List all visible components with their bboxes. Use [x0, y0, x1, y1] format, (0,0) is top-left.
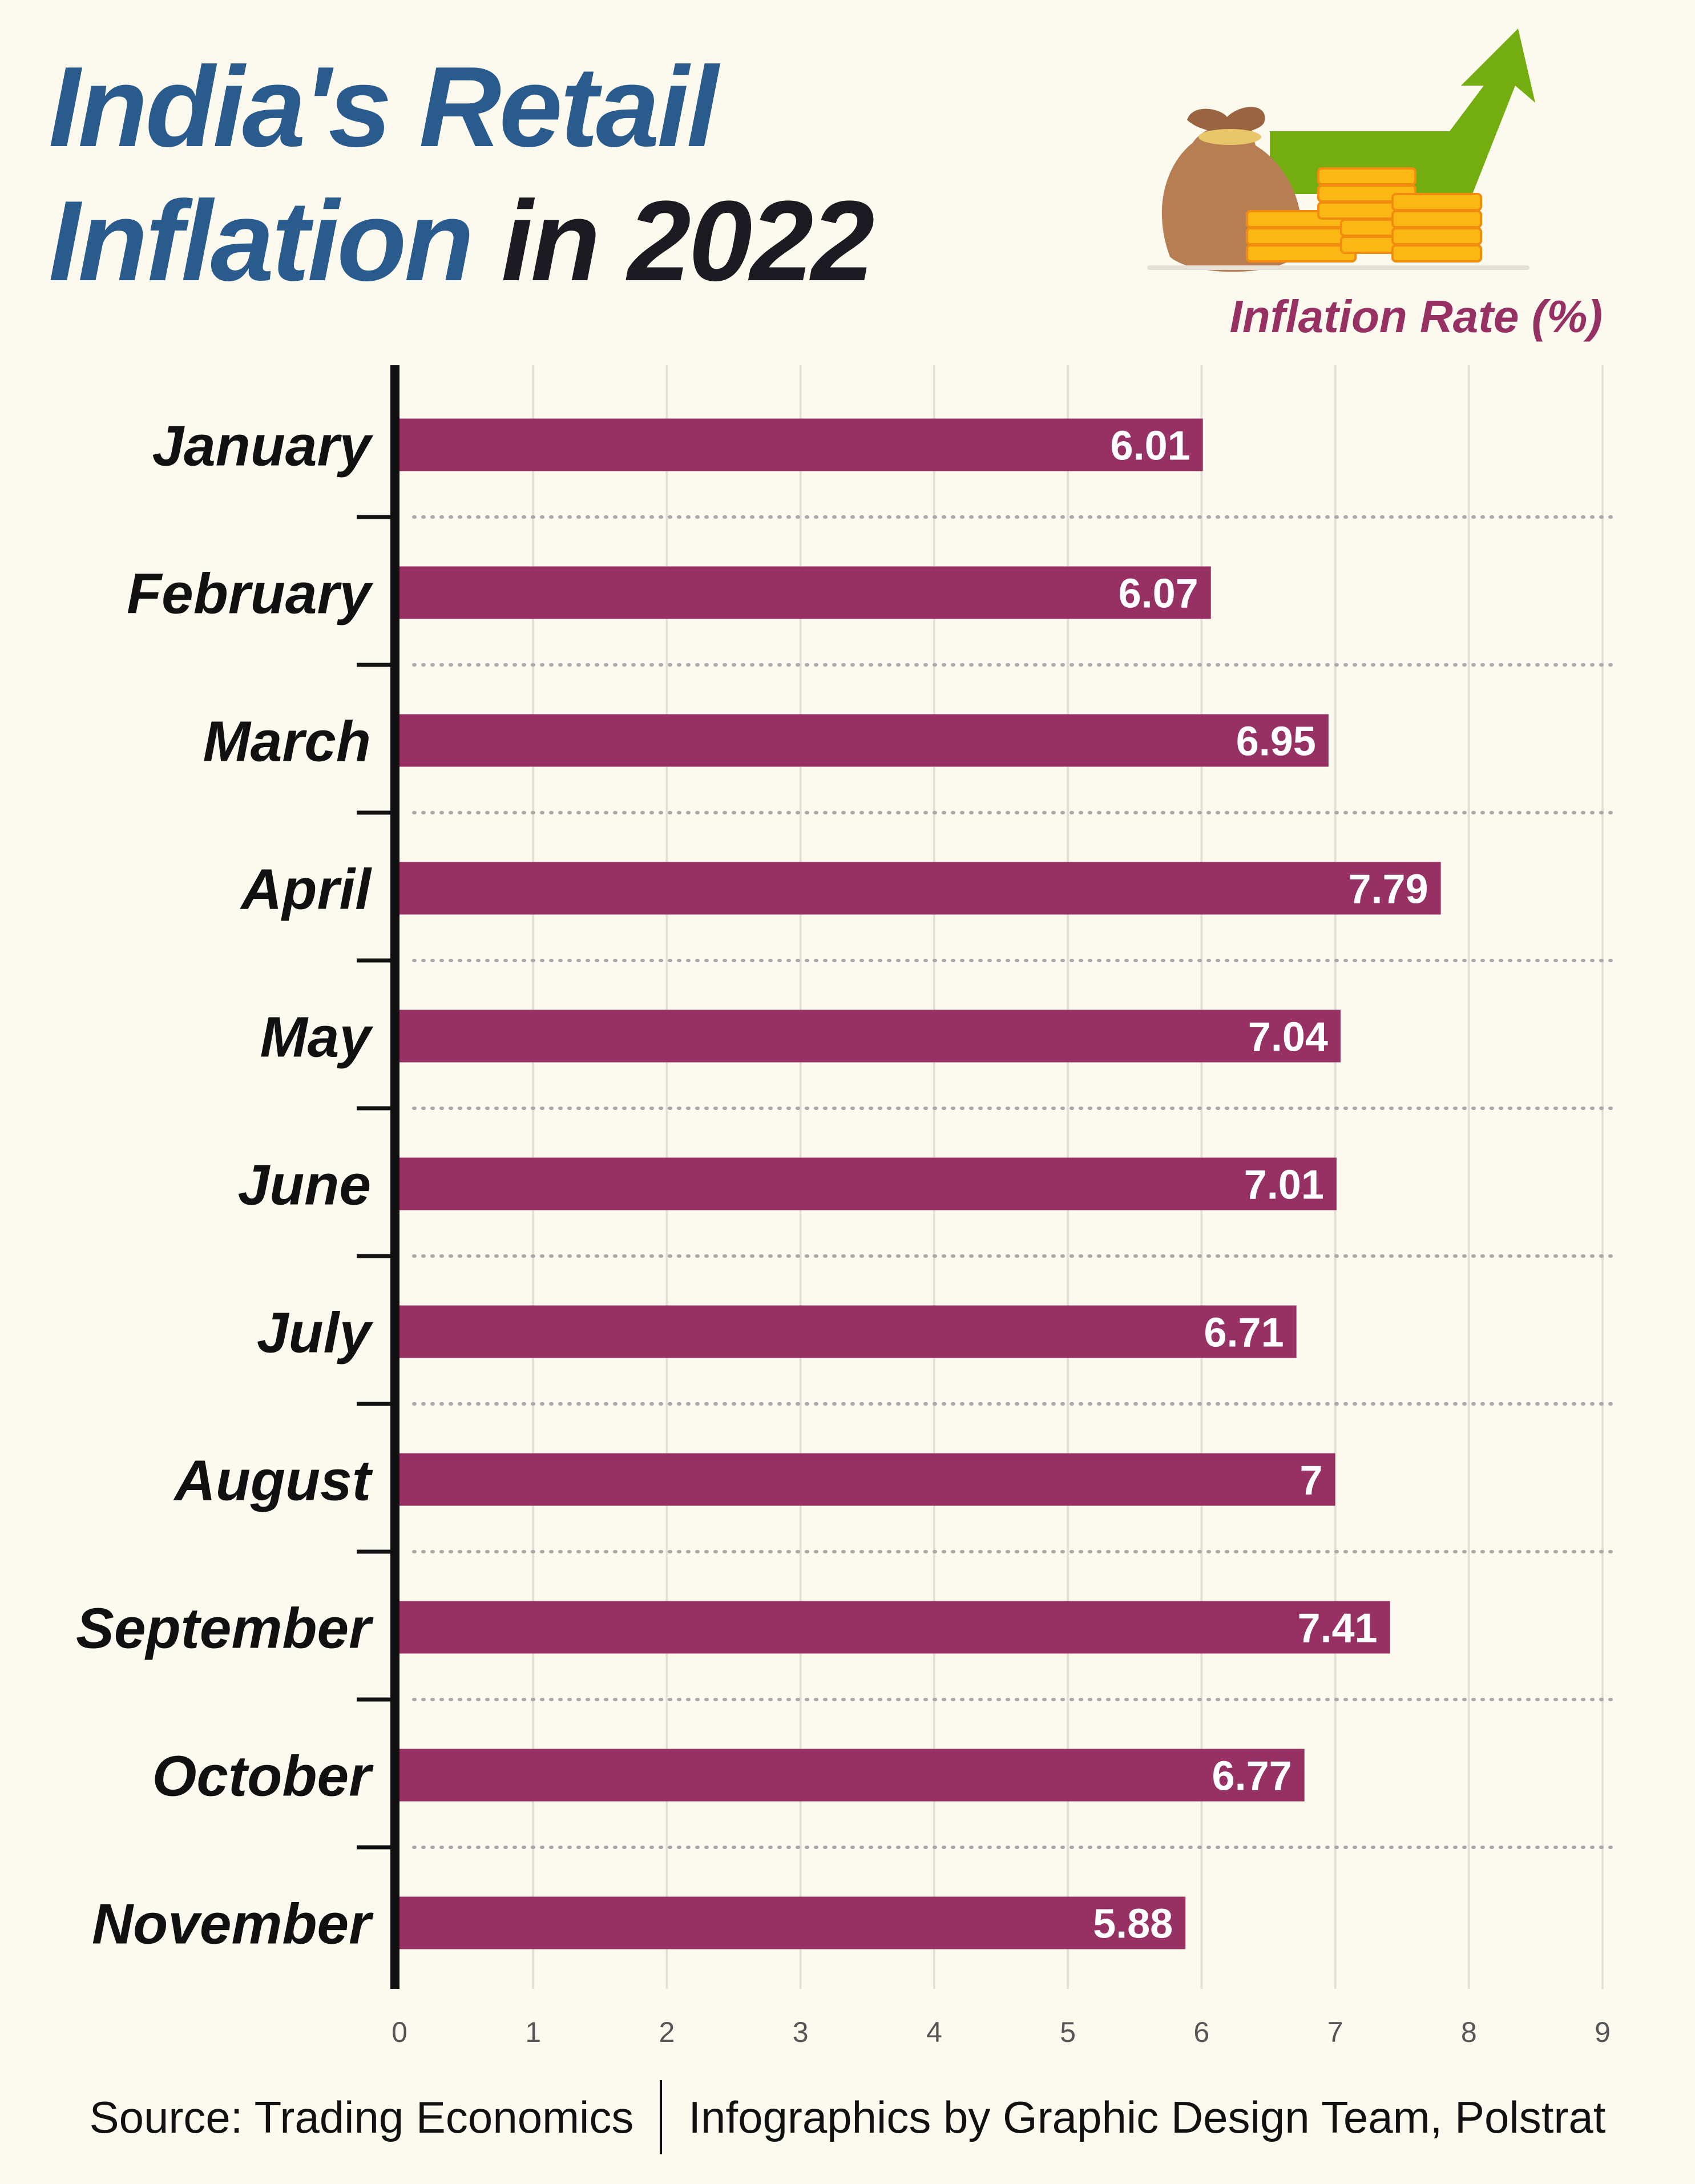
title-line-2-rest: in 2022	[501, 177, 874, 305]
x-axis-label: Inflation Rate (%)	[1229, 291, 1603, 342]
bar-august	[399, 1453, 1335, 1506]
value-label-november: 5.88	[1093, 1902, 1173, 1947]
chart-title: India's Retail Inflation in 2022	[49, 40, 874, 308]
value-label-february: 6.07	[1119, 571, 1198, 617]
x-tick-label-9: 9	[1595, 2016, 1611, 2048]
money-bag-coins-rising-arrow-icon	[1147, 29, 1535, 272]
bar-january	[399, 418, 1203, 471]
x-tick-label-8: 8	[1461, 2016, 1477, 2048]
bar-february	[399, 566, 1211, 619]
bar-march	[399, 714, 1329, 767]
category-label-september: September	[76, 1597, 374, 1661]
bar-chart: 6.01 6.07 6.95 7.79 7.04 7.01 6.71 7 7.41 6.77 5.8…	[76, 365, 1617, 2048]
category-label-august: August	[173, 1449, 373, 1513]
bar-may	[399, 1010, 1341, 1063]
source-text: Source: Trading Economics	[89, 2092, 634, 2142]
bar-november	[399, 1896, 1186, 1949]
footer: Source: Trading Economics Infographics b…	[0, 2077, 1695, 2157]
x-tick-label-6: 6	[1193, 2016, 1209, 2048]
category-label-november: November	[92, 1892, 374, 1956]
value-label-april: 7.79	[1348, 867, 1428, 913]
category-label-april: April	[239, 858, 372, 922]
x-tick-label-4: 4	[926, 2016, 942, 2048]
bar-april	[399, 862, 1441, 915]
category-label-october: October	[152, 1745, 374, 1808]
axis-layer: 0 1 2 3 4 5 6 7 8 9 January February March April May Ju…	[76, 365, 1611, 2048]
bar-october	[399, 1749, 1305, 1802]
value-label-march: 6.95	[1236, 719, 1316, 765]
bar-july	[399, 1305, 1297, 1358]
value-label-may: 7.04	[1248, 1015, 1328, 1060]
x-tick-label-0: 0	[392, 2016, 407, 2048]
value-label-january: 6.01	[1111, 423, 1190, 469]
value-label-july: 6.71	[1204, 1310, 1284, 1356]
value-label-october: 6.77	[1212, 1754, 1292, 1799]
x-tick-label-1: 1	[525, 2016, 541, 2048]
value-label-september: 7.41	[1297, 1606, 1377, 1652]
title-line-2-highlight: Inflation	[49, 177, 474, 305]
grid-layer	[412, 365, 1617, 1989]
x-tick-label-2: 2	[659, 2016, 675, 2048]
category-label-january: January	[152, 414, 373, 478]
footer-divider	[660, 2080, 663, 2154]
value-label-june: 7.01	[1244, 1162, 1324, 1208]
category-label-march: March	[203, 710, 371, 774]
category-label-june: June	[238, 1153, 371, 1217]
category-label-july: July	[257, 1301, 373, 1365]
bar-june	[399, 1157, 1337, 1210]
x-tick-label-7: 7	[1327, 2016, 1343, 2048]
title-line-1: India's Retail	[49, 43, 719, 171]
value-label-august: 7	[1300, 1458, 1323, 1504]
credit-text: Infographics by Graphic Design Team, Pol…	[688, 2092, 1606, 2142]
x-tick-label-3: 3	[793, 2016, 809, 2048]
bar-september	[399, 1601, 1390, 1654]
bar-layer: 6.01 6.07 6.95 7.79 7.04 7.01 6.71 7 7.41 6.77 5.8…	[399, 418, 1441, 1949]
category-label-may: May	[260, 1006, 373, 1069]
category-label-february: February	[127, 562, 373, 626]
x-tick-label-5: 5	[1060, 2016, 1076, 2048]
